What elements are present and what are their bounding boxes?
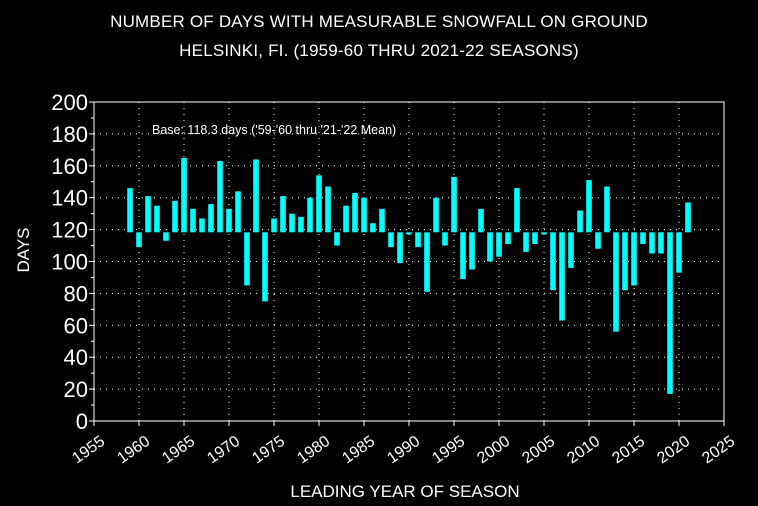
x-tick-label: 2025: [699, 433, 738, 467]
bar-2002: [514, 188, 520, 233]
bar-1983: [343, 205, 349, 233]
y-tick-label: 140: [51, 186, 88, 211]
y-tick-label: 120: [51, 218, 88, 243]
bar-1962: [154, 205, 160, 233]
bar-2007: [559, 232, 565, 321]
bar-2008: [568, 232, 574, 268]
x-tick-label: 1985: [339, 433, 378, 467]
x-tick-label: 1990: [384, 433, 423, 467]
bar-2012: [604, 186, 610, 233]
x-axis-label: LEADING YEAR OF SEASON: [290, 482, 520, 501]
bar-1987: [379, 208, 385, 233]
bar-1988: [388, 232, 394, 248]
bar-1981: [325, 186, 331, 233]
bar-1998: [478, 208, 484, 233]
x-tick-label: 2005: [519, 433, 558, 467]
bar-2004: [532, 232, 538, 244]
bar-2011: [595, 232, 601, 249]
bar-1959: [127, 188, 133, 233]
bar-1986: [370, 223, 376, 233]
bar-2021: [685, 202, 691, 233]
bar-2006: [550, 232, 556, 291]
bar-1970: [226, 208, 232, 233]
bar-1973: [253, 159, 259, 233]
bar-2017: [649, 232, 655, 254]
bar-2005: [541, 232, 547, 235]
x-tick-label: 1995: [429, 433, 468, 467]
bar-1989: [397, 232, 403, 264]
chart-subtitle: HELSINKI, FI. (1959-60 THRU 2021-22 SEAS…: [179, 41, 579, 60]
x-tick-label: 1960: [114, 433, 153, 467]
bar-2018: [658, 232, 664, 254]
bar-1964: [172, 200, 178, 233]
bar-1990: [406, 232, 412, 235]
bar-2015: [631, 232, 637, 286]
bar-1985: [361, 197, 367, 233]
baseline-annotation: Base: 118.3 days ('59-'60 thru '21-'22 M…: [152, 123, 397, 137]
bar-1997: [469, 232, 475, 270]
y-tick-label: 0: [76, 409, 88, 434]
x-tick-label: 1965: [159, 433, 198, 467]
x-tick-label: 1955: [69, 433, 108, 467]
bar-2003: [523, 232, 529, 252]
y-tick-label: 160: [51, 154, 88, 179]
bar-1971: [235, 191, 241, 233]
bar-1982: [334, 232, 340, 246]
bar-1980: [316, 175, 322, 233]
bar-1978: [298, 216, 304, 233]
bar-1967: [199, 218, 205, 233]
bar-1984: [352, 192, 358, 233]
bar-2001: [505, 232, 511, 244]
bar-1994: [442, 232, 448, 246]
bar-2016: [640, 232, 646, 244]
bar-1966: [190, 208, 196, 233]
x-tick-label: 2020: [654, 433, 693, 467]
bar-1969: [217, 161, 223, 233]
bar-2010: [586, 180, 592, 233]
bar-1993: [433, 197, 439, 233]
x-tick-label: 2010: [564, 433, 603, 467]
y-tick-label: 200: [51, 90, 88, 115]
bar-1974: [262, 232, 268, 302]
x-tick-label: 1975: [249, 433, 288, 467]
y-tick-label: 180: [51, 122, 88, 147]
bar-1972: [244, 232, 250, 286]
bar-2020: [676, 232, 682, 273]
plot-frame: [93, 101, 725, 422]
y-tick-label: 40: [64, 345, 88, 370]
bar-1976: [280, 196, 286, 233]
bar-1996: [460, 232, 466, 280]
bar-1965: [181, 157, 187, 233]
x-tick-label: 2015: [609, 433, 648, 467]
bar-2009: [577, 210, 583, 233]
bar-1992: [424, 232, 430, 292]
y-tick-label: 20: [64, 377, 88, 402]
bar-1995: [451, 176, 457, 233]
bar-1968: [208, 204, 214, 233]
bar-1960: [136, 232, 142, 248]
bar-2013: [613, 232, 619, 332]
bar-1975: [271, 218, 277, 233]
bar-1991: [415, 232, 421, 248]
bar-2019: [667, 232, 673, 394]
y-tick-label: 60: [64, 313, 88, 338]
bar-2014: [622, 232, 628, 291]
bar-1961: [145, 196, 151, 233]
x-tick-label: 1970: [204, 433, 243, 467]
bar-1979: [307, 197, 313, 233]
chart-title: NUMBER OF DAYS WITH MEASURABLE SNOWFALL …: [110, 12, 648, 31]
y-tick-label: 100: [51, 250, 88, 275]
bar-2000: [496, 232, 502, 257]
y-axis-label: DAYS: [14, 227, 33, 273]
y-tick-label: 80: [64, 281, 88, 306]
x-tick-label: 1980: [294, 433, 333, 467]
x-tick-label: 2000: [474, 433, 513, 467]
bar-1977: [289, 213, 295, 233]
bar-1963: [163, 232, 169, 241]
bar-1999: [487, 232, 493, 262]
